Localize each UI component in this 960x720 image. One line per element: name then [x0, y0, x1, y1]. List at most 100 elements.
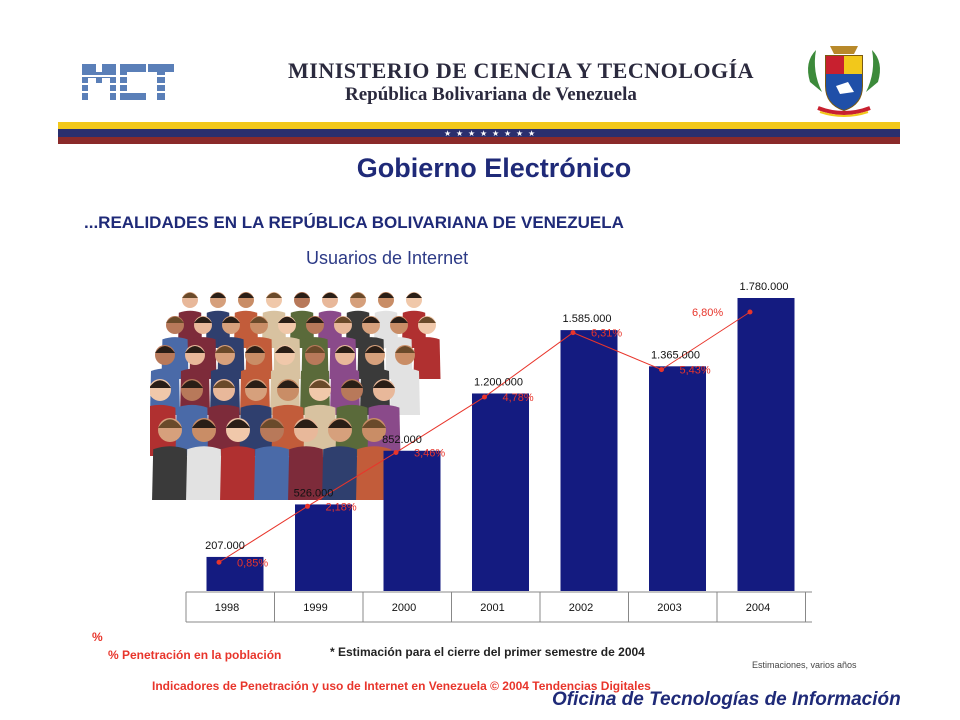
person-hair	[210, 292, 226, 298]
bar-2004	[737, 298, 795, 591]
person-hair	[277, 380, 299, 388]
person-body	[303, 404, 337, 456]
svg-text:★: ★	[528, 129, 535, 138]
penetration-point-2004	[747, 309, 753, 315]
bar-value-label-2002: 1.585.000	[563, 313, 612, 325]
office-name: Oficina de Tecnologías de Información	[552, 689, 901, 710]
bar-1998	[206, 556, 264, 591]
person-hair	[362, 419, 386, 428]
person-body	[271, 404, 305, 456]
person-hair	[309, 380, 331, 388]
penetration-point-2001	[482, 394, 487, 400]
person-hair	[334, 316, 352, 323]
penetration-point-1998	[216, 559, 222, 565]
person-hair	[238, 292, 254, 298]
legend-label: % Penetración en la población	[108, 648, 282, 662]
bar-2001	[472, 393, 529, 591]
bar-value-label-2001: 1.200.000	[474, 376, 523, 388]
person-hair	[275, 346, 295, 353]
svg-text:★: ★	[468, 129, 475, 138]
person-hair	[306, 316, 324, 323]
person-hair	[365, 346, 385, 353]
x-tick-label-1998: 1998	[215, 602, 239, 614]
penetration-label-2001: 4,78%	[503, 392, 534, 404]
person-body	[254, 446, 290, 500]
person-hair	[266, 292, 282, 298]
svg-text:★: ★	[504, 129, 511, 138]
person-hair	[322, 292, 338, 298]
bar-2003	[649, 366, 706, 591]
person-hair	[166, 316, 184, 323]
mct-logo	[80, 62, 175, 102]
svg-text:★: ★	[444, 129, 451, 138]
svg-text:★: ★	[492, 129, 499, 138]
person-body	[356, 446, 392, 500]
bar-value-label-2003: 1.365.000	[651, 349, 700, 361]
bar-2000	[383, 450, 441, 591]
person-hair	[294, 292, 310, 298]
x-tick-label-2003: 2003	[657, 602, 681, 614]
republic-subtitle: República Bolivariana de Venezuela	[345, 84, 637, 105]
person-hair	[245, 346, 265, 353]
person-hair	[181, 380, 203, 388]
crowd-photo	[150, 292, 441, 500]
person-hair	[155, 346, 175, 353]
bar-value-label-2000: 852.000	[382, 434, 422, 446]
person-hair	[226, 419, 250, 428]
penetration-label-2002: 6,31%	[591, 328, 622, 340]
estimate-footnote: * Estimación para el cierre del primer s…	[330, 645, 645, 659]
chart-title: Usuarios de Internet	[306, 248, 469, 268]
person-hair	[278, 316, 296, 323]
person-hair	[378, 292, 394, 298]
penetration-point-2000	[393, 449, 399, 455]
bar-value-label-1998: 207.000	[205, 540, 245, 552]
x-tick-label-2002: 2002	[569, 602, 593, 614]
person-body	[390, 368, 420, 415]
person-hair	[305, 346, 325, 353]
penetration-label-2004: 6,80%	[692, 307, 723, 319]
person-hair	[373, 380, 395, 388]
penetration-label-2000: 3,46%	[414, 447, 445, 459]
estimates-note: Estimaciones, varios años	[752, 660, 857, 670]
x-tick-label-2004: 2004	[746, 602, 770, 614]
person-hair	[362, 316, 380, 323]
person-hair	[158, 419, 182, 428]
coat-of-arms-icon	[808, 46, 880, 117]
person-body	[288, 446, 324, 500]
penetration-point-2003	[659, 367, 664, 373]
penetration-label-2003: 5,43%	[680, 365, 711, 377]
penetration-label-1998: 0,85%	[237, 557, 268, 569]
x-tick-label-1999: 1999	[303, 602, 327, 614]
penetration-label-1999: 2,18%	[326, 501, 357, 513]
penetration-point-1999	[305, 503, 310, 509]
person-hair	[245, 380, 267, 388]
person-hair	[182, 292, 198, 298]
section-subheading: ...REALIDADES EN LA REPÚBLICA BOLIVARIAN…	[84, 213, 624, 232]
person-hair	[192, 419, 216, 428]
person-hair	[185, 346, 205, 353]
x-tick-label-2001: 2001	[480, 602, 504, 614]
bar-value-label-2004: 1.780.000	[740, 281, 789, 293]
person-hair	[150, 380, 171, 388]
person-body	[207, 404, 241, 456]
person-body	[220, 446, 256, 500]
person-body	[322, 446, 358, 500]
person-hair	[406, 292, 422, 298]
svg-text:★: ★	[516, 129, 523, 138]
person-body	[152, 446, 188, 500]
person-hair	[350, 292, 366, 298]
page-title: Gobierno Electrónico	[356, 153, 632, 183]
source-note: Indicadores de Penetración y uso de Inte…	[152, 679, 651, 693]
ministry-title: MINISTERIO DE CIENCIA Y TECNOLOGÍA	[288, 58, 755, 83]
bar-1999	[295, 504, 352, 591]
person-body	[175, 404, 209, 456]
person-hair	[335, 346, 355, 353]
svg-text:★: ★	[456, 129, 463, 138]
legend-symbol: %	[92, 630, 103, 644]
person-hair	[215, 346, 235, 353]
svg-text:★: ★	[480, 129, 487, 138]
person-body	[186, 446, 222, 500]
person-body	[239, 404, 273, 456]
person-body	[413, 337, 441, 379]
